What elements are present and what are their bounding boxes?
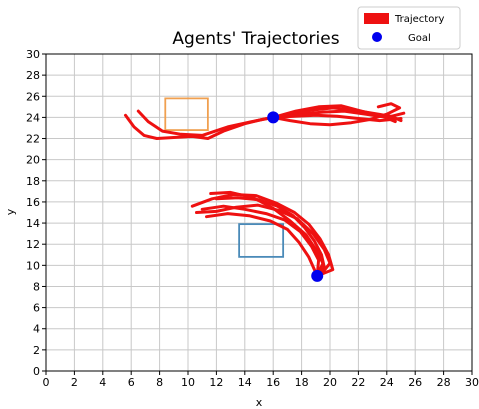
trajectory-line-3	[271, 102, 402, 127]
trajectories	[124, 102, 406, 278]
y-tick-label: 30	[26, 48, 40, 61]
x-tick-label: 24	[380, 376, 394, 389]
y-tick-label: 20	[26, 154, 40, 167]
y-axis-label: y	[4, 208, 17, 215]
legend-goal-dot	[372, 32, 382, 42]
y-tick-label: 24	[26, 111, 40, 124]
y-tick-label: 10	[26, 259, 40, 272]
y-tick-label: 0	[33, 365, 40, 378]
x-tick-label: 30	[465, 376, 479, 389]
x-tick-label: 0	[43, 376, 50, 389]
x-tick-label: 4	[99, 376, 106, 389]
y-tick-label: 12	[26, 238, 40, 251]
box-upper	[164, 97, 209, 131]
boxes	[164, 97, 285, 258]
x-tick-label: 28	[437, 376, 451, 389]
y-tick-label: 4	[33, 323, 40, 336]
y-tick-label: 28	[26, 69, 40, 82]
trajectory-line-4	[271, 104, 397, 124]
legend-trajectory-label: Trajectory	[394, 14, 444, 25]
y-tick-label: 8	[33, 280, 40, 293]
trajectory-line-1	[136, 109, 406, 137]
trajectory-line-10	[209, 190, 325, 278]
trajectory-line-9	[195, 203, 332, 276]
x-tick-label: 16	[266, 376, 280, 389]
y-tick-label: 26	[26, 90, 40, 103]
y-tick-label: 2	[33, 344, 40, 357]
x-tick-label: 2	[71, 376, 78, 389]
chart-title: Agents' Trajectories	[172, 29, 339, 49]
x-tick-label: 18	[295, 376, 309, 389]
legend-goal-label: Goal	[408, 33, 431, 44]
legend: Trajectory Goal	[357, 6, 461, 50]
goals	[267, 111, 324, 282]
legend-trajectory-patch	[364, 13, 389, 24]
goal-point-1	[311, 269, 324, 282]
x-tick-label: 22	[351, 376, 365, 389]
y-tick-label: 22	[26, 133, 40, 146]
x-tick-label: 20	[323, 376, 337, 389]
y-tick-label: 16	[26, 196, 40, 209]
x-tick-label: 26	[408, 376, 422, 389]
x-tick-label: 6	[128, 376, 135, 389]
x-axis-label: x	[256, 396, 263, 409]
x-tick-label: 12	[209, 376, 223, 389]
box-lower	[238, 223, 285, 258]
y-tick-label: 6	[33, 302, 40, 315]
plot-frame	[45, 53, 473, 372]
x-tick-label: 10	[181, 376, 195, 389]
goal-point-0	[267, 111, 280, 124]
y-tick-label: 18	[26, 175, 40, 188]
trajectory-line-2	[271, 106, 403, 123]
x-ticks: 0 2 4 6 8 10 12 14 16 18 20 22 24 26 28 30	[43, 371, 479, 389]
y-tick-label: 14	[26, 217, 40, 230]
trajectory-line-8	[205, 212, 319, 278]
x-tick-label: 14	[238, 376, 252, 389]
x-tick-label: 8	[156, 376, 163, 389]
